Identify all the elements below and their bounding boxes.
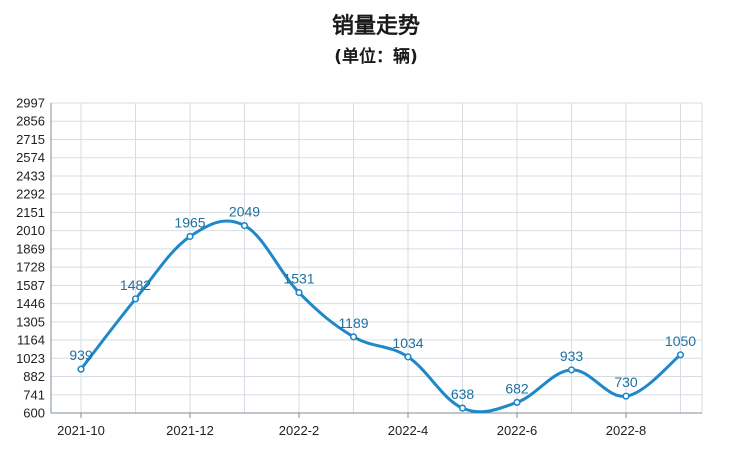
y-tick-label: 1728 (16, 260, 45, 275)
y-tick-label: 2151 (16, 205, 45, 220)
x-tick-label: 2021-10 (57, 423, 105, 438)
data-point (295, 288, 303, 297)
data-label: 1965 (174, 214, 205, 230)
data-label: 2049 (229, 204, 260, 220)
series-layer (77, 219, 685, 414)
x-tick-label: 2022-6 (497, 423, 537, 438)
x-tick-label: 2022-2 (279, 423, 319, 438)
axes (50, 102, 703, 414)
y-tick-label: 1587 (16, 278, 45, 293)
data-point (676, 351, 685, 359)
y-axis-ticks: 600 741 882 1023 1164 1305 1446 1587 1728 1869 201… (16, 96, 45, 421)
data-point (240, 222, 249, 230)
y-tick-label: 1869 (16, 241, 45, 256)
y-tick-label: 1446 (16, 296, 45, 311)
x-tick-label: 2022-4 (388, 423, 428, 438)
data-label: 1482 (120, 277, 151, 293)
data-label: 1189 (338, 315, 368, 331)
data-point (513, 398, 521, 406)
data-point (131, 295, 140, 303)
x-axis-ticks: 2021-10 2021-12 2022-2 2022-4 2022-6 2022-8 (57, 413, 646, 438)
y-tick-label: 2856 (16, 114, 45, 129)
data-labels: 939 1482 1965 2049 1531 1189 1034 638 682 933 730 1… (69, 204, 696, 402)
data-label: 682 (505, 380, 529, 396)
y-tick-label: 2292 (16, 187, 45, 202)
chart-title: 销量走势 (331, 14, 420, 39)
data-point (404, 353, 412, 361)
y-tick-label: 741 (23, 387, 45, 402)
data-point (567, 366, 576, 374)
y-tick-label: 1023 (16, 351, 45, 366)
y-tick-label: 1164 (17, 333, 45, 348)
y-tick-label: 2574 (16, 150, 45, 165)
y-tick-label: 1305 (16, 314, 45, 329)
data-label: 1050 (665, 333, 696, 349)
y-tick-label: 882 (23, 369, 45, 384)
y-tick-label: 600 (23, 406, 45, 421)
series-line (79, 219, 682, 414)
y-tick-label: 2433 (16, 168, 45, 183)
data-point (77, 365, 85, 373)
data-label: 730 (614, 374, 638, 390)
x-tick-label: 2022-8 (606, 423, 646, 438)
data-label: 1531 (283, 271, 314, 287)
data-point (458, 404, 467, 412)
chart-subtitle: (单位：辆) (334, 47, 418, 67)
data-point (186, 232, 194, 241)
data-label: 933 (560, 348, 584, 364)
data-label: 939 (69, 347, 93, 363)
y-tick-label: 2715 (16, 132, 45, 147)
y-tick-label: 2997 (16, 96, 45, 111)
y-tick-label: 2010 (16, 223, 45, 238)
grid-lines (51, 102, 702, 414)
data-label: 1034 (392, 335, 423, 351)
data-label: 638 (451, 386, 475, 402)
data-point (349, 333, 358, 341)
data-point (622, 392, 630, 400)
x-tick-label: 2021-12 (166, 423, 214, 438)
